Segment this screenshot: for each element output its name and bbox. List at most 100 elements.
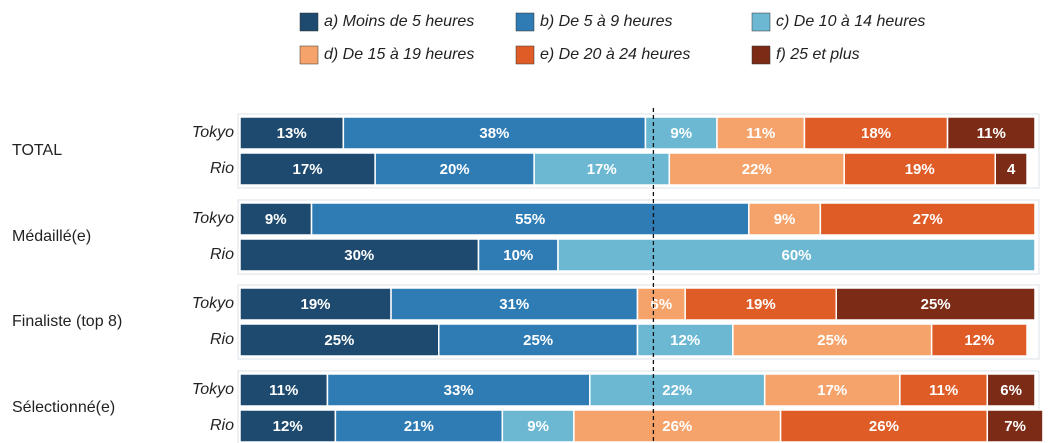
- group-frame: [237, 113, 1040, 189]
- bar-segment: [843, 152, 997, 186]
- value-label: 20%: [440, 161, 470, 178]
- legend-swatch: [299, 12, 319, 32]
- value-label: 25%: [921, 296, 951, 313]
- value-label: 17%: [587, 161, 617, 178]
- legend-swatch: [751, 45, 771, 65]
- bar-segment: [326, 373, 591, 407]
- value-label: 4: [1007, 161, 1016, 178]
- value-label: 19%: [905, 161, 935, 178]
- bar-segment: [334, 409, 504, 443]
- bar-segment: [779, 409, 989, 443]
- bar-segment: [644, 116, 718, 150]
- category-label: Rio: [210, 160, 234, 177]
- bar-segment: [819, 202, 1036, 236]
- bar-segment: [803, 116, 949, 150]
- value-label: 26%: [869, 418, 899, 435]
- value-label: 31%: [499, 296, 529, 313]
- bar-segment: [390, 287, 639, 321]
- category-label: Tokyo: [192, 295, 234, 312]
- group-label: Sélectionné(e): [12, 399, 115, 416]
- value-label: 12%: [964, 332, 994, 349]
- value-label: 6%: [1000, 382, 1022, 399]
- value-label: 19%: [746, 296, 776, 313]
- bar-segment: [557, 238, 1036, 272]
- value-label: 17%: [817, 382, 847, 399]
- legend-label: a) Moins de 5 heures: [324, 13, 474, 30]
- group-label: Médaillé(e): [12, 228, 91, 245]
- value-label: 33%: [444, 382, 474, 399]
- bar-segment: [477, 238, 559, 272]
- value-label: 60%: [781, 247, 811, 264]
- bar-segment: [986, 409, 1044, 443]
- bar-segment: [636, 287, 686, 321]
- value-label: 11%: [746, 125, 775, 142]
- bar-segment: [573, 409, 782, 443]
- value-label: 6%: [651, 296, 673, 313]
- value-label: 18%: [861, 125, 891, 142]
- value-label: 17%: [293, 161, 323, 178]
- value-label: 22%: [662, 382, 692, 399]
- bar-segment: [239, 287, 392, 321]
- legend-label: e) De 20 à 24 heures: [540, 46, 690, 63]
- bar-segment: [501, 409, 575, 443]
- value-label: 12%: [273, 418, 303, 435]
- category-label: Rio: [210, 246, 234, 263]
- group-frame: [237, 370, 1040, 443]
- legend-swatch: [515, 12, 535, 32]
- value-label: 26%: [662, 418, 692, 435]
- bar-segment: [732, 323, 933, 357]
- bar-segment: [930, 323, 1028, 357]
- value-label: 9%: [774, 211, 796, 228]
- value-label: 9%: [670, 125, 692, 142]
- legend-label: d) De 15 à 19 heures: [324, 46, 474, 63]
- bar-segment: [763, 373, 901, 407]
- legend-label: c) De 10 à 14 heures: [776, 13, 925, 30]
- value-label: 38%: [479, 125, 509, 142]
- bar-segment: [835, 287, 1036, 321]
- bar-segment: [684, 287, 838, 321]
- value-label: 12%: [670, 332, 700, 349]
- bar-segment: [239, 323, 440, 357]
- bar-segment: [438, 323, 639, 357]
- category-label: Rio: [210, 331, 234, 348]
- legend-swatch: [515, 45, 535, 65]
- value-label: 9%: [265, 211, 287, 228]
- category-label: Tokyo: [192, 124, 234, 141]
- legend-swatch: [751, 12, 771, 32]
- bar-segment: [533, 152, 671, 186]
- value-label: 9%: [527, 418, 549, 435]
- group-label: Finaliste (top 8): [12, 313, 122, 330]
- category-label: Tokyo: [192, 381, 234, 398]
- value-label: 25%: [324, 332, 354, 349]
- bar-segment: [239, 409, 337, 443]
- legend-swatch: [299, 45, 319, 65]
- bar-segment: [994, 152, 1028, 186]
- category-label: Rio: [210, 417, 234, 434]
- value-label: 22%: [742, 161, 772, 178]
- value-label: 25%: [817, 332, 847, 349]
- bar-segment: [748, 202, 822, 236]
- value-label: 11%: [977, 125, 1006, 142]
- value-label: 25%: [523, 332, 553, 349]
- category-label: Tokyo: [192, 210, 234, 227]
- value-label: 27%: [913, 211, 943, 228]
- group-label: TOTAL: [12, 142, 62, 159]
- value-label: 55%: [515, 211, 545, 228]
- value-label: 7%: [1004, 418, 1026, 435]
- value-label: 21%: [404, 418, 434, 435]
- bar-segment: [239, 202, 313, 236]
- value-label: 30%: [344, 247, 374, 264]
- bar-segment: [239, 152, 376, 186]
- legend-label: f) 25 et plus: [776, 46, 860, 63]
- value-label: 10%: [503, 247, 533, 264]
- bar-segment: [589, 373, 766, 407]
- bar-segment: [239, 373, 329, 407]
- bar-segment: [986, 373, 1036, 407]
- bar-segment: [342, 116, 647, 150]
- legend-label: b) De 5 à 9 heures: [540, 13, 673, 30]
- group-frame: [237, 199, 1040, 275]
- value-label: 11%: [929, 382, 958, 399]
- value-label: 13%: [277, 125, 307, 142]
- bar-segment: [946, 116, 1036, 150]
